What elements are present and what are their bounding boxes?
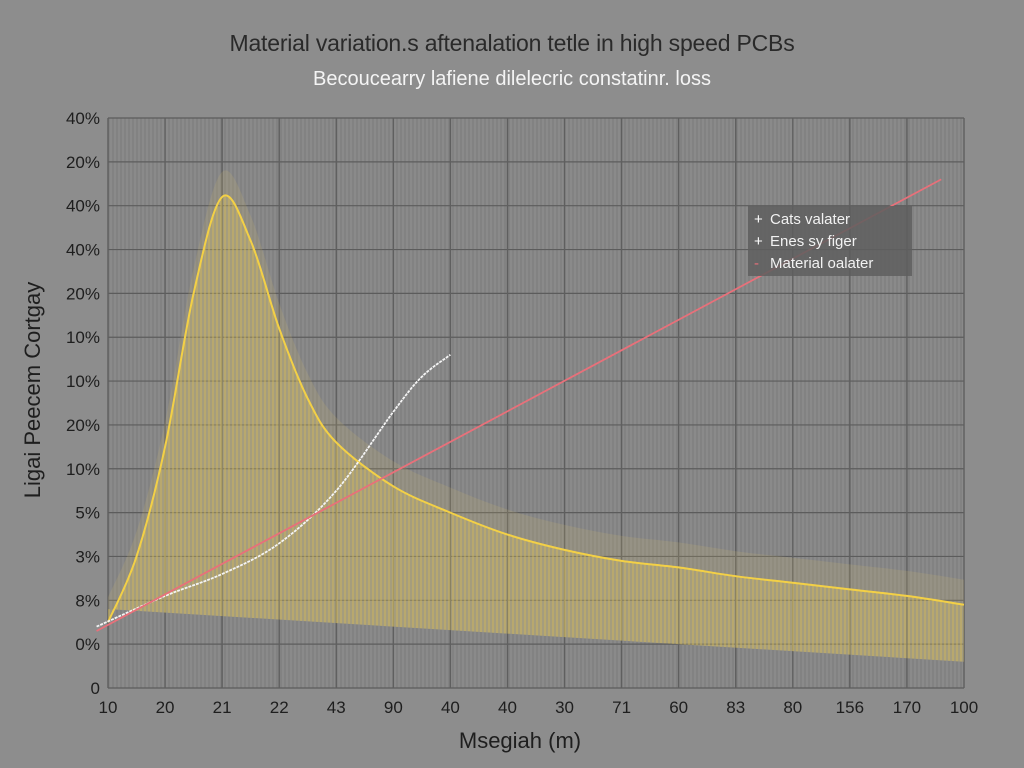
x-tick-label: 21: [213, 698, 232, 717]
legend: + Cats valater + Enes sy figer- Material oal…: [748, 206, 912, 276]
y-tick-label: 40%: [66, 109, 100, 128]
y-tick-label: 20%: [66, 153, 100, 172]
x-tick-label: 156: [836, 698, 864, 717]
series-line: [96, 354, 451, 628]
y-tick-label: 3%: [75, 547, 100, 566]
legend-marker: -: [754, 255, 759, 272]
x-tick-label: 170: [893, 698, 921, 717]
x-tick-label: 43: [327, 698, 346, 717]
legend-marker: +: [754, 233, 763, 250]
series-line: [107, 194, 965, 623]
x-tick-label: 71: [612, 698, 631, 717]
x-tick-label: 20: [156, 698, 175, 717]
y-tick-label: 40%: [66, 241, 100, 260]
legend-label: Cats valater: [770, 211, 850, 228]
x-tick-label: 40: [441, 698, 460, 717]
y-tick-label: 10%: [66, 328, 100, 347]
y-axis-ticks: 40% 20% 40% 40% 20% 10% 10% 20% 10% 5% 3% 8% 0% 0: [66, 109, 100, 698]
legend-label: Material oalater: [770, 255, 873, 272]
chart-title: Material variation.s aftenalation tetle …: [229, 30, 795, 56]
x-tick-label: 22: [270, 698, 289, 717]
y-tick-label: 10%: [66, 372, 100, 391]
legend-box: [748, 206, 912, 276]
y-tick-label: 8%: [75, 591, 100, 610]
legend-label: Enes sy figer: [770, 233, 857, 250]
x-tick-label: 10: [99, 698, 118, 717]
x-tick-label: 100: [950, 698, 978, 717]
y-tick-label: 20%: [66, 284, 100, 303]
x-tick-label: 90: [384, 698, 403, 717]
x-tick-label: 80: [783, 698, 802, 717]
x-axis-ticks: 10 20 21 22 43 90 40 40 30 71 60 83 80 156 170 100: [99, 698, 979, 717]
x-axis-title: Msegiah (m): [459, 728, 581, 753]
x-tick-label: 60: [669, 698, 688, 717]
y-axis-title: Ligai Peecem Cortgay: [20, 282, 45, 498]
y-tick-label: 10%: [66, 460, 100, 479]
x-tick-label: 40: [498, 698, 517, 717]
y-tick-label: 0%: [75, 635, 100, 654]
y-tick-label: 0: [91, 679, 100, 698]
x-tick-label: 30: [555, 698, 574, 717]
chart-subtitle: Becoucearry lafiene dilelecric constatin…: [313, 68, 711, 90]
legend-marker: +: [754, 211, 763, 228]
area-fill: [108, 195, 964, 662]
area-fills: [108, 170, 964, 662]
y-tick-label: 40%: [66, 197, 100, 216]
y-tick-label: 20%: [66, 416, 100, 435]
x-tick-label: 83: [726, 698, 745, 717]
y-tick-label: 5%: [75, 504, 100, 523]
